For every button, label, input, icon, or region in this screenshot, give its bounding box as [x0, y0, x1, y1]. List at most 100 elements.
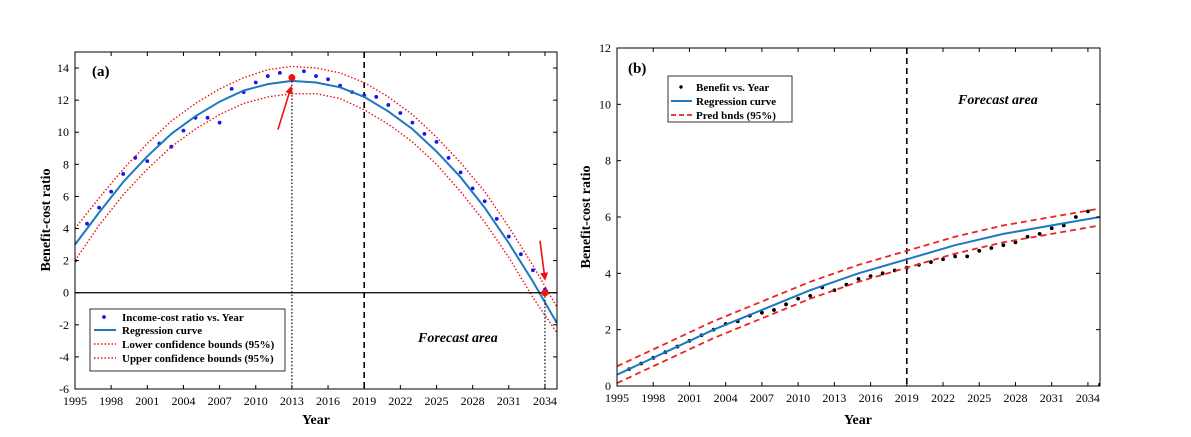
chart-b-x-tick-label: 1998 [641, 391, 665, 405]
chart-a-x-tick-label: 2004 [171, 394, 195, 408]
chart-a-x-tick-label: 2016 [316, 394, 340, 408]
chart-b-regression-curve [617, 216, 1100, 376]
chart-a-data-point [253, 80, 258, 85]
chart-a-data-point [265, 74, 270, 78]
chart-a-data-point [109, 189, 114, 194]
chart-b-data-point [989, 246, 994, 250]
chart-a-data-point [386, 103, 391, 107]
chart-b-data-point [784, 302, 788, 307]
chart-a-x-tick-label: 1995 [63, 394, 87, 408]
chart-a-legend: Income-cost ratio vs. Year Regression cu… [89, 308, 286, 372]
chart-b: 1995 1998 2001 2004 2007 2010 2013 2016 2019 2022… [579, 41, 1101, 428]
chart-a-legend-box [89, 308, 286, 372]
chart-a-confidence-bound [75, 92, 557, 334]
chart-a-data-point [302, 69, 306, 74]
chart-b-x-tick-label: 2013 [822, 391, 846, 405]
chart-a-x-tick-label: 2007 [208, 394, 232, 408]
chart-a-data-point [374, 95, 379, 99]
chart-b-data-point [1001, 243, 1006, 248]
chart-a-data-point [422, 131, 427, 136]
chart-b-y-tick-label: 2 [605, 323, 611, 337]
chart-a-y-tick-label: -4 [59, 350, 69, 364]
chart-b-data-point [1013, 240, 1018, 245]
chart-a-legend-label: Income-cost ratio vs. Year [122, 312, 244, 324]
chart-a-x-tick-label: 2019 [352, 394, 376, 408]
chart-b-x-tick-label: 2034 [1076, 391, 1100, 405]
chart-b-data-point [796, 296, 801, 301]
chart-b-legend: Benefit vs. Year Regression curve Pred b… [667, 75, 793, 123]
chart-a-y-tick-label: 2 [63, 254, 69, 268]
chart-b-data-point [1073, 215, 1078, 219]
chart-b-data-point [808, 293, 813, 298]
chart-a-x-tick-label: 2001 [135, 394, 159, 408]
chart-a-confidence-bound [75, 65, 557, 308]
chart-b-x-tick-label: 2010 [786, 391, 810, 405]
chart-b-forecast-text: Forecast area [957, 93, 1038, 108]
chart-a-y-axis-label: Benefit-cost ratio [39, 168, 54, 271]
chart-b-data-point [856, 277, 861, 281]
chart-a-y-tick-label: 4 [63, 222, 69, 236]
chart-a-ticks: 1995 1998 2001 2004 2007 2010 2013 2016 2019 2022… [57, 52, 557, 408]
chart-b-data-point [965, 254, 970, 259]
chart-b-prediction-bound [617, 207, 1100, 368]
chart-a-data-point [398, 111, 403, 115]
chart-a-y-tick-label: 10 [57, 125, 69, 139]
chart-a-data-point [482, 199, 487, 204]
chart-a-legend-label: Regression curve [122, 325, 202, 337]
chart-b-data-point [1037, 232, 1042, 236]
chart-a-data-point [494, 216, 499, 221]
chart-b-y-tick-label: 12 [599, 41, 611, 55]
chart-a-frame [74, 51, 558, 390]
chart-a-data-point [229, 87, 234, 91]
chart-a-y-tick-label: 12 [57, 93, 69, 107]
chart-b-data-point [880, 271, 885, 276]
chart-a-data-point [97, 205, 101, 210]
chart-b-data-point [772, 308, 776, 312]
chart-a-x-tick-label: 2028 [461, 394, 485, 408]
chart-a-data-point [121, 172, 126, 176]
chart-a-data-point [458, 170, 463, 175]
chart-b-y-tick-label: 6 [605, 210, 611, 224]
chart-b-legend-label: Pred bnds (95%) [696, 110, 776, 122]
chart-a-zero-marker [541, 289, 549, 297]
chart-a-data-point [446, 156, 451, 160]
chart-a-forecast-text: Forecast area [417, 331, 498, 346]
chart-a-x-tick-label: 1998 [99, 394, 123, 408]
chart-b-x-tick-label: 2016 [859, 391, 883, 405]
chart-a: 1995 1998 2001 2004 2007 2010 2013 2016 2019 2022… [39, 51, 558, 428]
chart-a-x-tick-label: 2031 [497, 394, 521, 408]
chart-a-y-tick-label: 0 [63, 286, 69, 300]
chart-b-x-tick-label: 2007 [750, 391, 774, 405]
chart-a-data-point [470, 186, 475, 191]
chart-b-x-tick-label: 2025 [967, 391, 991, 405]
chart-a-data-point [326, 77, 330, 82]
chart-a-regression-curve [75, 79, 557, 324]
chart-b-panel-label: (b) [628, 61, 646, 77]
chart-a-data-point [518, 252, 523, 257]
chart-b-x-tick-label: 2004 [714, 391, 738, 405]
chart-b-x-tick-label: 2031 [1040, 391, 1064, 405]
chart-b-x-tick-label: 2001 [677, 391, 701, 405]
chart-a-data-point [205, 115, 210, 120]
chart-b-x-tick-label: 2028 [1003, 391, 1027, 405]
chart-a-data-point [145, 159, 150, 164]
chart-b-data-point [953, 254, 957, 259]
chart-a-x-tick-label: 2010 [244, 394, 268, 408]
chart-b-y-tick-label: 0 [605, 379, 611, 393]
chart-a-y-tick-label: 8 [63, 157, 69, 171]
chart-b-data-point [977, 248, 982, 253]
chart-a-zero-arrow [539, 240, 549, 281]
chart-b-ticks: 1995 1998 2001 2004 2007 2010 2013 2016 2019 2022… [599, 41, 1100, 405]
chart-b-y-tick-label: 4 [605, 266, 611, 280]
chart-b-data-point [941, 257, 945, 262]
chart-a-y-tick-label: -6 [59, 382, 69, 396]
chart-a-y-tick-label: 14 [57, 61, 69, 75]
chart-a-data-point [506, 234, 511, 239]
chart-a-data-point [314, 74, 318, 78]
chart-b-data-point [1086, 209, 1090, 214]
chart-a-x-tick-label: 2025 [425, 394, 449, 408]
chart-a-plot-area [75, 52, 557, 389]
chart-b-prediction-bound [617, 224, 1100, 385]
chart-b-data-point [929, 260, 933, 264]
chart-a-legend-dot-symbol [102, 315, 106, 319]
